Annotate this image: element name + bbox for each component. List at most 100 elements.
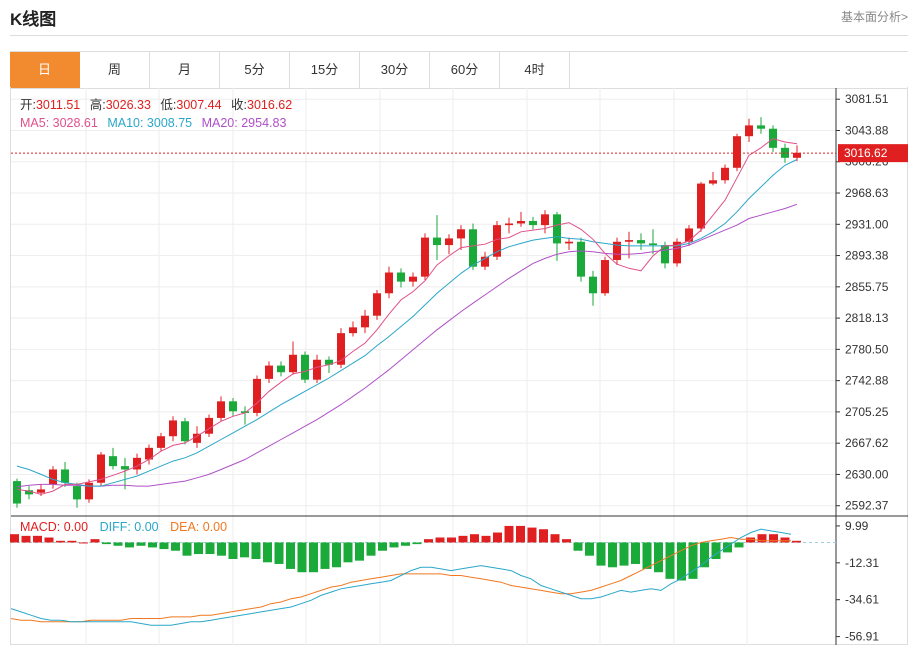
tab-week[interactable]: 周 [80, 52, 150, 88]
candle-body [457, 229, 465, 239]
macd-bar-17 [205, 542, 215, 555]
macd-bar-39 [458, 535, 468, 543]
tab-month[interactable]: 月 [150, 52, 220, 88]
candle-body [85, 482, 93, 500]
macd-bar-33 [389, 542, 399, 548]
macd-bar-55 [642, 542, 652, 569]
candle-body [589, 276, 597, 294]
macd-bar-0 [10, 534, 19, 543]
candle-58 [709, 171, 717, 186]
candle-body [325, 359, 333, 365]
candle-44 [541, 210, 549, 234]
candle-33 [409, 272, 417, 287]
candle-body [577, 241, 585, 277]
candle-49 [601, 256, 609, 296]
candle-12 [157, 432, 165, 452]
candle-body [709, 180, 717, 184]
candle-body [733, 136, 741, 168]
macd-bar-59 [688, 542, 698, 579]
candle-body [697, 183, 705, 229]
tab-5min[interactable]: 5分 [220, 52, 290, 88]
candle-18 [229, 397, 237, 417]
macd-bar-11 [136, 542, 146, 546]
chart-frame [10, 87, 908, 645]
candle-body [625, 240, 633, 242]
candle-body [349, 327, 357, 334]
candle-47 [577, 237, 585, 282]
macd-bar-63 [734, 542, 744, 548]
candle-body [109, 456, 117, 467]
macd-bar-4 [56, 540, 65, 543]
price-tick-label-3: 2968.63 [845, 186, 889, 200]
candle-body [757, 125, 765, 129]
macd-bar-12 [148, 542, 157, 548]
candle-body [721, 167, 729, 181]
ma10-line [16, 159, 798, 487]
price-tick-label-9: 2742.88 [845, 374, 889, 388]
macd-bar-64 [746, 537, 755, 543]
tab-15min[interactable]: 15分 [290, 52, 360, 88]
tab-day[interactable]: 日 [10, 52, 80, 88]
candle-62 [757, 117, 765, 134]
candle-body [433, 237, 441, 246]
macd-bar-6 [79, 542, 88, 544]
macd-bar-34 [401, 542, 410, 546]
candle-35 [433, 215, 441, 261]
macd-legend: MACD: 0.00 DIFF: 0.00 DEA: 0.00 [20, 520, 235, 534]
macd-bar-7 [90, 539, 100, 543]
candle-body [97, 454, 105, 483]
macd-bar-2 [33, 535, 42, 543]
tab-30min[interactable]: 30分 [360, 52, 430, 88]
macd-legend-value: MACD: 0.00 [20, 520, 89, 534]
price-tick-label-5: 2893.38 [845, 249, 889, 263]
candle-22 [277, 361, 285, 377]
candle-body [253, 378, 261, 413]
macd-bar-54 [631, 542, 640, 564]
price-tick-label-8: 2780.50 [845, 342, 889, 356]
candle-5 [73, 482, 81, 508]
candle-body [469, 229, 477, 267]
candle-39 [481, 251, 489, 271]
candle-3 [49, 466, 57, 489]
candle-31 [385, 266, 393, 299]
macd-bar-45 [527, 527, 537, 543]
tab-4hour[interactable]: 4时 [500, 52, 570, 88]
candle-body [241, 411, 249, 413]
macd-tick-label-2: -34.61 [845, 593, 879, 607]
candle-6 [85, 479, 93, 503]
fundamental-analysis-link[interactable]: 基本面分析> [840, 10, 908, 24]
macd-bar-19 [228, 542, 238, 559]
candle-body [229, 401, 237, 412]
candle-body [121, 466, 129, 470]
open-label: 开: [20, 98, 36, 112]
candle-body [649, 243, 657, 246]
tab-60min[interactable]: 60分 [430, 52, 500, 88]
macd-bar-41 [481, 535, 491, 543]
candle-50 [613, 237, 621, 266]
candle-body [169, 420, 177, 437]
candle-body [337, 333, 345, 365]
macd-bar-21 [251, 542, 261, 559]
macd-bar-43 [504, 525, 514, 543]
ma20-line [16, 203, 798, 488]
candle-40 [493, 220, 501, 261]
price-tick-label-13: 2592.37 [845, 499, 889, 513]
candle-7 [97, 452, 105, 487]
candle-body [277, 365, 285, 373]
candle-55 [673, 238, 681, 267]
candle-42 [517, 211, 525, 227]
macd-bar-36 [424, 539, 433, 543]
candle-23 [289, 341, 297, 375]
macd-tick-label-0: 9.99 [845, 519, 869, 533]
candle-17 [217, 396, 225, 422]
candle-61 [745, 118, 753, 143]
macd-bar-38 [447, 537, 456, 543]
page-title: K线图 [10, 10, 57, 29]
macd-bar-65 [757, 534, 767, 543]
macd-bar-20 [240, 542, 249, 558]
candle-body [541, 214, 549, 226]
candle-20 [253, 375, 261, 417]
candle-14 [181, 417, 189, 445]
ma10-legend: MA10: 3008.75 [107, 116, 193, 130]
